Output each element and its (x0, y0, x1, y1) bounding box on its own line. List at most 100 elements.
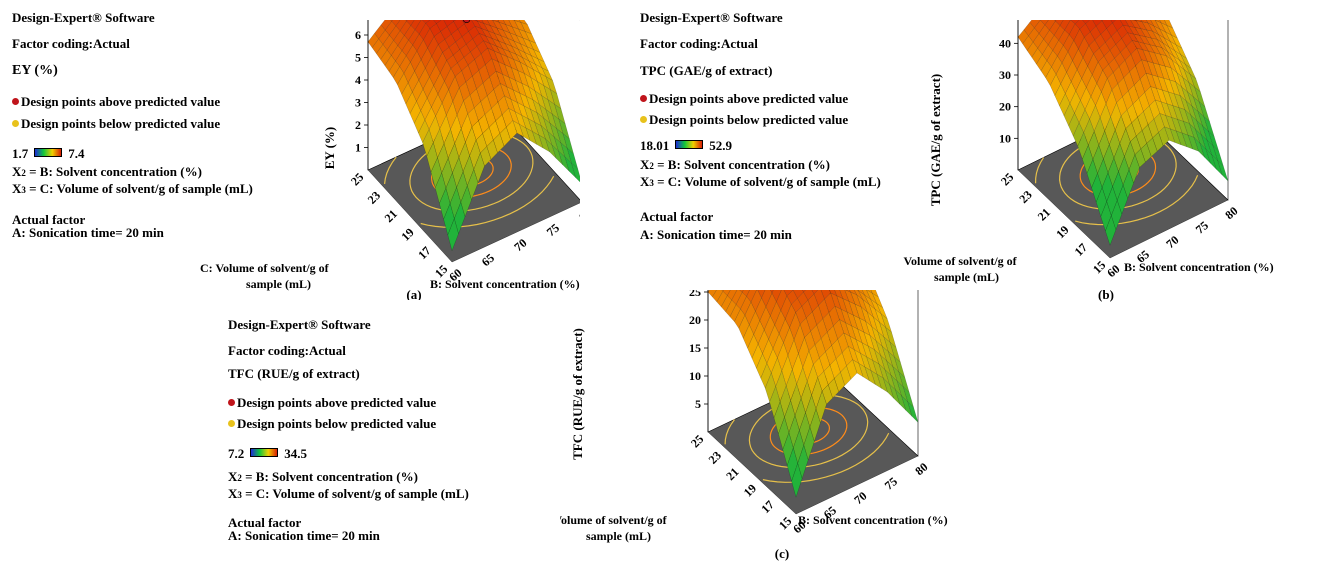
response-label: TFC (RUE/g of extract) (228, 366, 360, 382)
x3-definition: X3 = C: Volume of solvent/g of sample (m… (640, 174, 881, 190)
x2-definition: X2 = B: Solvent concentration (%) (228, 469, 418, 485)
y-tick-label: 19 (398, 225, 416, 243)
above-legend-item: Design points above predicted value (228, 395, 436, 411)
coding-label: Factor coding:Actual (12, 36, 130, 52)
x-tick-label: 80 (576, 206, 580, 224)
y-tick-label: 25 (348, 170, 366, 188)
y-tick-label: 15 (776, 514, 794, 532)
z-tick-label: 40 (999, 36, 1011, 50)
x-tick-label: 75 (544, 221, 562, 239)
x-tick-label: 75 (1193, 218, 1211, 236)
coding-label: Factor coding:Actual (228, 343, 346, 359)
surface-plot-a-svg: 123456786065707580151719212325 EY (%) C:… (200, 20, 580, 300)
software-label: Design-Expert® Software (228, 317, 371, 333)
z-tick-label: 20 (689, 313, 701, 327)
software-label: Design-Expert® Software (640, 10, 783, 26)
x-axis-label: B: Solvent concentration (%) (430, 277, 580, 291)
surface-plot-c: 51015202530356065707580151719212325 TFC … (560, 290, 1030, 564)
z-tick-label: 5 (695, 397, 701, 411)
z-axis-label: EY (%) (322, 127, 337, 170)
response-label: EY (%) (12, 63, 58, 79)
y-tick-label: 17 (1072, 240, 1090, 258)
x2-definition: X2 = B: Solvent concentration (%) (640, 157, 830, 173)
x-axis-label: B: Solvent concentration (%) (798, 513, 948, 527)
y-tick-label: 21 (382, 207, 400, 225)
z-tick-label: 10 (689, 369, 701, 383)
x-tick-label: 80 (912, 460, 930, 478)
below-legend-item: Design points below predicted value (640, 112, 848, 128)
z-tick-label: 20 (999, 100, 1011, 114)
factor-a-label: A: Sonication time= 20 min (640, 227, 792, 243)
y-axis-label-line1: C: Volume of solvent/g of (200, 261, 330, 275)
z-tick-label: 6 (355, 28, 361, 42)
below-dot-icon (640, 116, 647, 123)
y-tick-label: 19 (1053, 223, 1071, 241)
z-axis-label: TPC (GAE/g of extract) (928, 74, 943, 207)
above-legend-item: Design points above predicted value (12, 94, 220, 110)
y-tick-label: 23 (1016, 188, 1034, 206)
z-tick-label: 25 (689, 290, 701, 299)
y-tick-label: 23 (365, 188, 383, 206)
y-tick-label: 25 (688, 432, 706, 450)
above-dot-icon (228, 399, 235, 406)
coding-label: Factor coding:Actual (640, 36, 758, 52)
y-tick-label: 17 (415, 244, 433, 262)
x2-definition: X2 = B: Solvent concentration (%) (12, 164, 202, 180)
below-dot-icon (12, 120, 19, 127)
surface-plot-b-svg: 1020304050606065707580151719212325 TPC (… (900, 20, 1320, 310)
response-surface-c: 51015202530356065707580151719212325 (688, 290, 931, 536)
factor-a-label: A: Sonication time= 20 min (228, 528, 380, 544)
panel-caption: (b) (1098, 287, 1114, 302)
z-tick-label: 2 (355, 118, 361, 132)
z-tick-label: 5 (355, 51, 361, 65)
y-axis-label-line1: C: Volume of solvent/g of (900, 254, 1018, 268)
y-tick-label: 21 (723, 465, 741, 483)
response-surface-a: 123456786065707580151719212325 (348, 20, 580, 284)
z-tick-label: 3 (355, 96, 361, 110)
y-axis-label-line1: C: Volume of solvent/g of (560, 513, 668, 527)
x-tick-label: 75 (882, 474, 900, 492)
x-tick-label: 80 (1222, 204, 1240, 222)
x-tick-label: 65 (479, 251, 497, 269)
panel-caption: (a) (406, 287, 421, 300)
response-label: TPC (GAE/g of extract) (640, 63, 773, 79)
y-tick-label: 23 (706, 448, 724, 466)
y-tick-label: 15 (1090, 258, 1108, 276)
legend-b: Design-Expert® Software Factor coding:Ac… (640, 10, 940, 242)
y-tick-label: 21 (1035, 205, 1053, 223)
below-legend-item: Design points below predicted value (12, 116, 220, 132)
y-tick-label: 17 (758, 498, 776, 516)
above-dot-icon (640, 95, 647, 102)
y-tick-label: 25 (998, 170, 1016, 188)
z-tick-label: 10 (999, 131, 1011, 145)
colorbar-icon (675, 140, 703, 149)
factor-a-label: A: Sonication time= 20 min (12, 225, 164, 241)
surface-plot-c-svg: 51015202530356065707580151719212325 TFC … (560, 290, 1030, 564)
below-dot-icon (228, 420, 235, 427)
below-legend-item: Design points below predicted value (228, 416, 436, 432)
y-tick-label: 19 (741, 481, 759, 499)
x-tick-label: 70 (851, 489, 869, 507)
y-axis-label-line2: sample (mL) (246, 277, 311, 291)
legend-c: Design-Expert® Software Factor coding:Ac… (228, 317, 528, 547)
z-tick-label: 15 (689, 341, 701, 355)
y-axis-label-line2: sample (mL) (586, 529, 651, 543)
surface-plot-b: 1020304050606065707580151719212325 TPC (… (900, 20, 1320, 310)
software-label: Design-Expert® Software (12, 10, 155, 26)
y-axis-label-line2: sample (mL) (934, 270, 999, 284)
response-surface-b: 1020304050606065707580151719212325 (998, 20, 1241, 280)
x-tick-label: 70 (1163, 233, 1181, 251)
z-tick-label: 1 (355, 141, 361, 155)
actual-factor-label: Actual factor (640, 209, 713, 225)
above-legend-item: Design points above predicted value (640, 91, 848, 107)
surface-plot-a: 123456786065707580151719212325 EY (%) C:… (200, 20, 580, 300)
colorbar-icon (250, 448, 278, 457)
panel-caption: (c) (775, 546, 789, 561)
x-tick-label: 60 (1104, 262, 1122, 280)
z-tick-label: 4 (355, 73, 361, 87)
x-tick-label: 70 (511, 236, 529, 254)
z-tick-label: 30 (999, 68, 1011, 82)
